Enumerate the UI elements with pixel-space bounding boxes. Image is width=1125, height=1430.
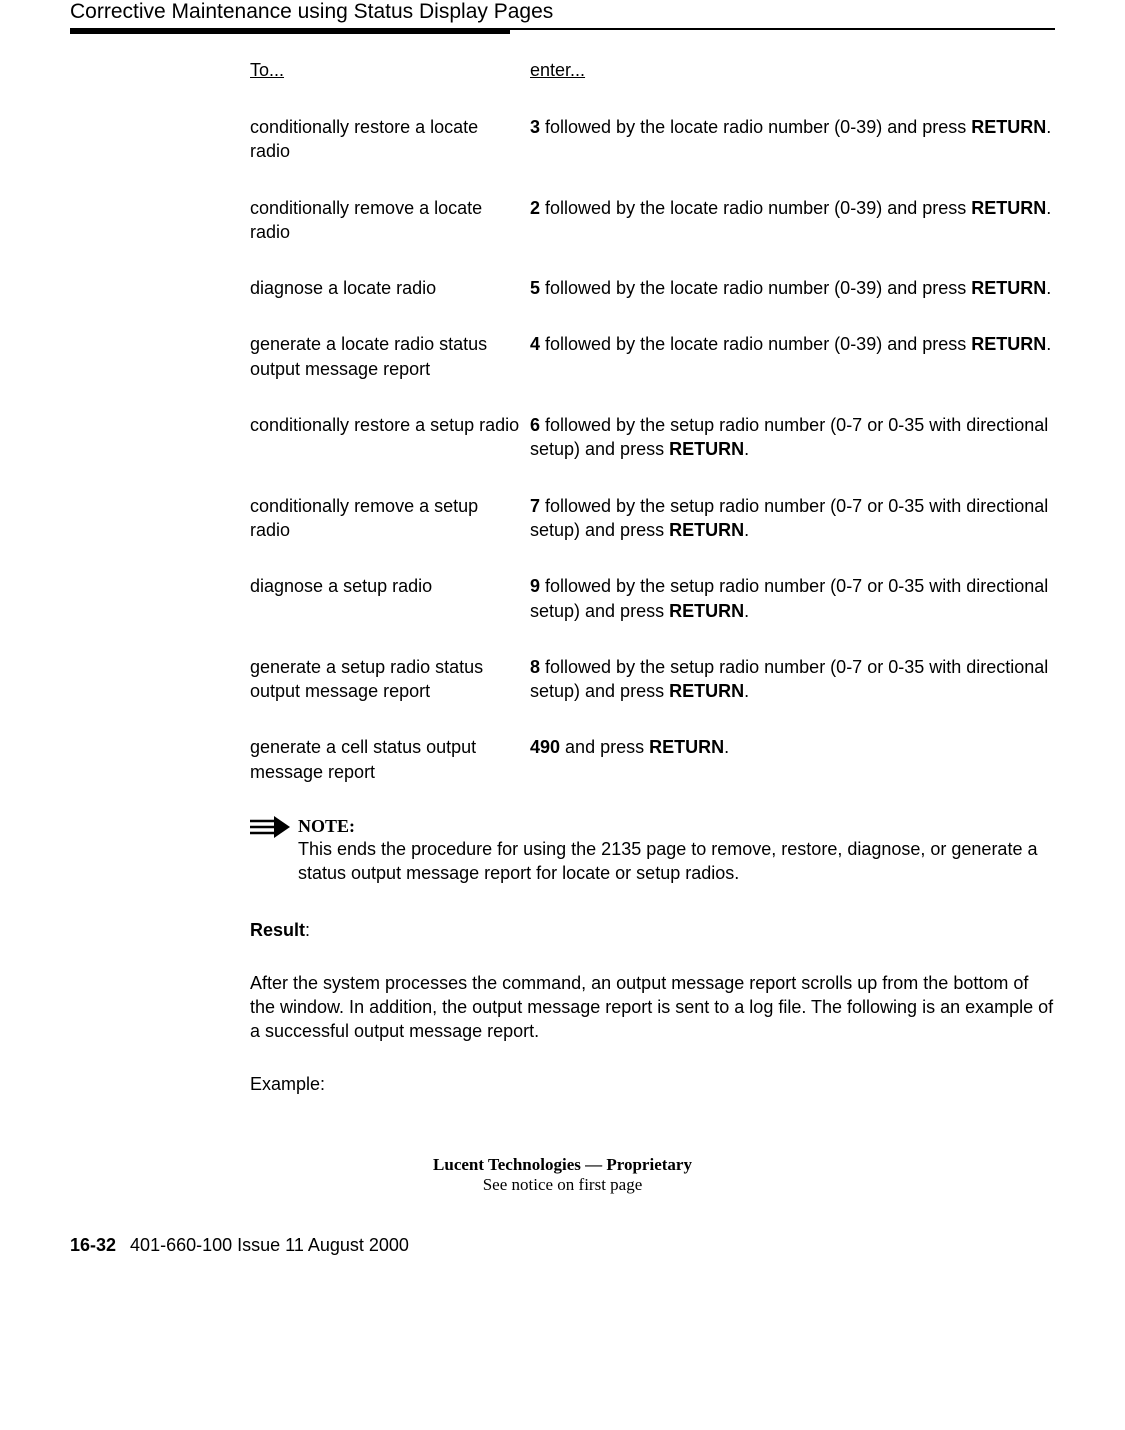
table-row: diagnose a setup radio9 followed by the … [250,574,1055,623]
note-block: NOTE: This ends the procedure for using … [250,816,1055,886]
note-label: NOTE: [298,816,355,836]
footer-proprietary-line2: See notice on first page [70,1175,1055,1195]
main-content: To... enter... conditionally restore a l… [250,60,1055,1095]
table-row-left: diagnose a locate radio [250,276,530,300]
example-label: Example: [250,1074,1055,1095]
page-header-title: Corrective Maintenance using Status Disp… [70,0,1055,28]
table-row-left: conditionally remove a setup radio [250,494,530,543]
result-label: Result: [250,920,1055,941]
table-row: generate a cell status output message re… [250,735,1055,784]
table-row-right: 5 followed by the locate radio number (0… [530,276,1055,300]
note-text: This ends the procedure for using the 21… [298,837,1055,886]
note-arrow-icon [250,816,298,886]
table-row-left: conditionally remove a locate radio [250,196,530,245]
table-row-left: diagnose a setup radio [250,574,530,623]
result-paragraph: After the system processes the command, … [250,971,1055,1044]
col1-header: To... [250,60,284,80]
footer-proprietary-line1: Lucent Technologies — Proprietary [70,1155,1055,1175]
table-row: conditionally remove a setup radio7 foll… [250,494,1055,543]
table-row-right: 9 followed by the setup radio number (0-… [530,574,1055,623]
table-row-left: generate a locate radio status output me… [250,332,530,381]
table-row-left: generate a cell status output message re… [250,735,530,784]
table-row-left: conditionally restore a setup radio [250,413,530,462]
table-row-left: conditionally restore a locate radio [250,115,530,164]
table-row-left: generate a setup radio status output mes… [250,655,530,704]
table-row-right: 2 followed by the locate radio number (0… [530,196,1055,245]
table-header-row: To... enter... [250,60,1055,81]
table-row-right: 7 followed by the setup radio number (0-… [530,494,1055,543]
footer-proprietary: Lucent Technologies — Proprietary See no… [70,1155,1055,1195]
table-row: diagnose a locate radio5 followed by the… [250,276,1055,300]
table-row: generate a locate radio status output me… [250,332,1055,381]
table-row-right: 6 followed by the setup radio number (0-… [530,413,1055,462]
table-row: conditionally remove a locate radio2 fol… [250,196,1055,245]
table-row-right: 8 followed by the setup radio number (0-… [530,655,1055,704]
table-row-right: 490 and press RETURN. [530,735,1055,784]
doc-info: 401-660-100 Issue 11 August 2000 [130,1235,409,1255]
table-row-right: 3 followed by the locate radio number (0… [530,115,1055,164]
footer-pageinfo: 16-32 401-660-100 Issue 11 August 2000 [70,1235,1055,1256]
table-row: conditionally restore a setup radio6 fol… [250,413,1055,462]
table-row: conditionally restore a locate radio3 fo… [250,115,1055,164]
table-row: generate a setup radio status output mes… [250,655,1055,704]
page-number: 16-32 [70,1235,116,1255]
header-rule [70,28,1055,34]
table-row-right: 4 followed by the locate radio number (0… [530,332,1055,381]
col2-header: enter... [530,60,585,80]
